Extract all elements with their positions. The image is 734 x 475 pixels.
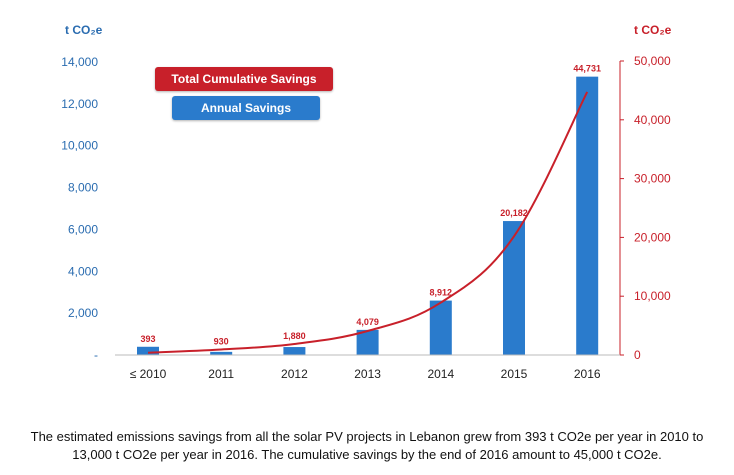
right-tick-4: 40,000 (634, 113, 671, 127)
left-tick-0: - (94, 348, 98, 362)
left-tick-5: 10,000 (61, 139, 98, 153)
legend-annual-savings: Annual Savings (172, 96, 320, 120)
right-tick-2: 20,000 (634, 230, 671, 244)
cumulative-line-group (147, 91, 589, 354)
x-tick-4: 2014 (427, 367, 454, 381)
bar-3 (356, 329, 379, 355)
x-tick-0: ≤ 2010 (130, 367, 167, 381)
left-tick-4: 8,000 (68, 181, 98, 195)
chart: - 2,000 4,000 6,000 8,000 10,000 12,000 14,000 t… (61, 23, 672, 381)
bar-0 (137, 346, 159, 355)
bar-4 (429, 300, 452, 355)
figure-caption: The estimated emissions savings from all… (0, 428, 734, 464)
left-tick-7: 14,000 (61, 55, 98, 69)
x-tick-2: 2012 (281, 367, 308, 381)
cumulative-savings-line (147, 91, 589, 354)
x-tick-3: 2013 (354, 367, 381, 381)
bar-6 (576, 76, 599, 356)
caption-line-2: 13,000 t CO2e per year in 2016. The cumu… (72, 447, 662, 462)
right-tick-1: 10,000 (634, 289, 671, 303)
caption-line-1: The estimated emissions savings from all… (30, 429, 704, 444)
right-axis: 0 10,000 20,000 30,000 40,000 50,000 t CO₂e (619, 23, 672, 362)
data-label-5: 20,182 (500, 208, 528, 218)
left-axis-unit: t CO₂e (65, 23, 103, 37)
data-label-1: 930 (214, 337, 229, 347)
x-tick-5: 2015 (501, 367, 528, 381)
bars-group (137, 76, 599, 356)
data-label-3: 4,079 (356, 317, 379, 327)
left-tick-1: 2,000 (68, 306, 98, 320)
data-labels-group: 393 930 1,880 4,079 8,912 20,182 44,731 (140, 64, 600, 347)
right-tick-3: 30,000 (634, 172, 671, 186)
right-tick-5: 50,000 (634, 54, 671, 68)
data-label-4: 8,912 (430, 288, 453, 298)
bar-1 (210, 351, 233, 355)
x-axis: ≤ 2010 2011 2012 2013 2014 2015 2016 (115, 354, 620, 381)
x-tick-1: 2011 (208, 367, 234, 381)
data-label-2: 1,880 (283, 331, 306, 341)
left-tick-2: 4,000 (68, 264, 98, 278)
x-tick-6: 2016 (574, 367, 601, 381)
bar-2 (283, 347, 306, 355)
data-label-6: 44,731 (573, 64, 601, 74)
legend-total-cumulative-savings: Total Cumulative Savings (155, 67, 333, 91)
left-axis: - 2,000 4,000 6,000 8,000 10,000 12,000 14,000 t… (61, 23, 102, 362)
right-axis-unit: t CO₂e (634, 23, 672, 37)
right-tick-0: 0 (634, 348, 641, 362)
left-tick-6: 12,000 (61, 97, 98, 111)
data-label-0: 393 (140, 334, 155, 344)
bar-5 (503, 221, 525, 355)
left-tick-3: 6,000 (68, 222, 98, 236)
